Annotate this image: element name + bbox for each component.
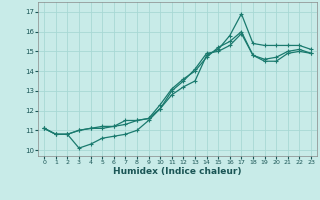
X-axis label: Humidex (Indice chaleur): Humidex (Indice chaleur) (113, 167, 242, 176)
